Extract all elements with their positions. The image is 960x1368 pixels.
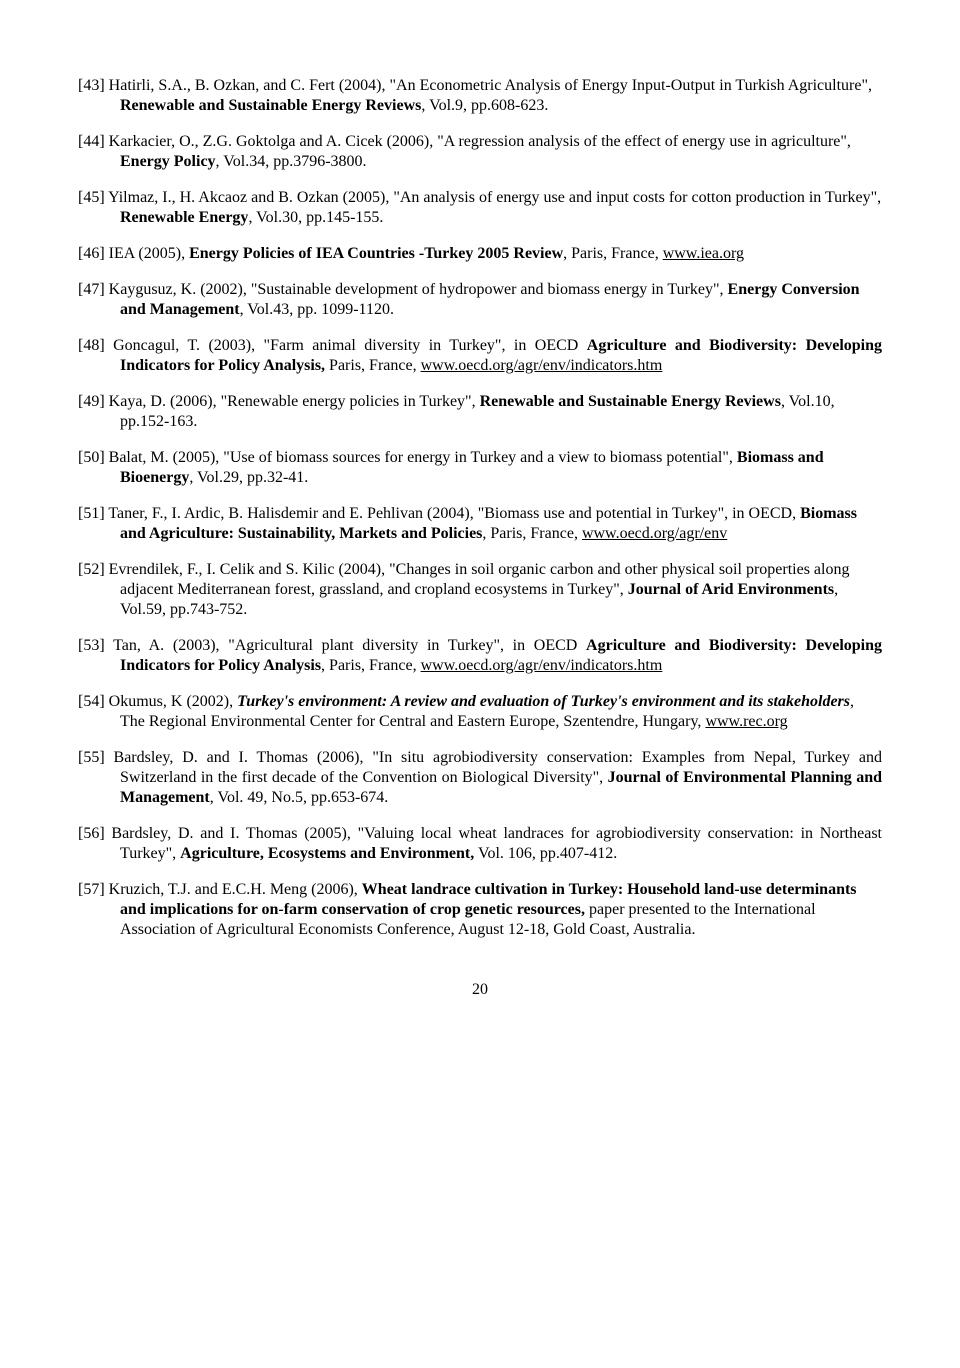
reference-item: [54] Okumus, K (2002), Turkey's environm… xyxy=(78,692,882,732)
reference-number: [44] xyxy=(78,133,109,150)
reference-item: [44] Karkacier, O., Z.G. Goktolga and A.… xyxy=(78,132,882,172)
reference-text: , Vol.34, pp.3796-3800. xyxy=(216,153,367,170)
reference-link[interactable]: www.rec.org xyxy=(705,713,787,730)
reference-item: [56] Bardsley, D. and I. Thomas (2005), … xyxy=(78,824,882,864)
reference-number: [56] xyxy=(78,825,111,842)
reference-text: Agriculture, Ecosystems and Environment, xyxy=(180,845,474,862)
reference-text: Taner, F., I. Ardic, B. Halisdemir and E… xyxy=(108,505,800,522)
reference-number: [51] xyxy=(78,505,108,522)
reference-number: [46] xyxy=(78,245,109,262)
reference-text: Energy Policies of IEA Countries -Turkey… xyxy=(189,245,563,262)
reference-text: Energy Policy xyxy=(120,153,216,170)
reference-item: [48] Goncagul, T. (2003), "Farm animal d… xyxy=(78,336,882,376)
reference-item: [45] Yilmaz, I., H. Akcaoz and B. Ozkan … xyxy=(78,188,882,228)
reference-text: , Paris, France, xyxy=(321,657,421,674)
reference-number: [50] xyxy=(78,449,109,466)
reference-text: Kaygusuz, K. (2002), "Sustainable develo… xyxy=(109,281,728,298)
reference-number: [43] xyxy=(78,77,109,94)
reference-text: Kaya, D. (2006), "Renewable energy polic… xyxy=(109,393,480,410)
reference-text: , Paris, France, xyxy=(482,525,582,542)
reference-number: [57] xyxy=(78,881,109,898)
reference-link[interactable]: www.oecd.org/agr/env/indicators.htm xyxy=(421,657,663,674)
reference-number: [55] xyxy=(78,749,114,766)
reference-text: IEA (2005), xyxy=(109,245,189,262)
reference-text: Hatirli, S.A., B. Ozkan, and C. Fert (20… xyxy=(109,77,872,94)
reference-item: [57] Kruzich, T.J. and E.C.H. Meng (2006… xyxy=(78,880,882,940)
reference-text: Kruzich, T.J. and E.C.H. Meng (2006), xyxy=(109,881,362,898)
reference-number: [53] xyxy=(78,637,113,654)
reference-text: Renewable Energy xyxy=(120,209,248,226)
reference-text: Balat, M. (2005), "Use of biomass source… xyxy=(109,449,737,466)
page-number: 20 xyxy=(78,980,882,1000)
reference-text: , Vol. 49, No.5, pp.653-674. xyxy=(210,789,389,806)
reference-text: , Vol.30, pp.145-155. xyxy=(248,209,383,226)
reference-item: [51] Taner, F., I. Ardic, B. Halisdemir … xyxy=(78,504,882,544)
reference-number: [52] xyxy=(78,561,109,578)
reference-number: [48] xyxy=(78,337,113,354)
reference-text: , Paris, France, xyxy=(563,245,663,262)
reference-item: [46] IEA (2005), Energy Policies of IEA … xyxy=(78,244,882,264)
reference-text: Okumus, K (2002), xyxy=(109,693,237,710)
reference-item: [55] Bardsley, D. and I. Thomas (2006), … xyxy=(78,748,882,808)
reference-text: Journal of Arid Environments xyxy=(628,581,834,598)
reference-link[interactable]: www.oecd.org/agr/env/indicators.htm xyxy=(421,357,663,374)
reference-text: Tan, A. (2003), "Agricultural plant dive… xyxy=(113,637,586,654)
reference-text: Renewable and Sustainable Energy Reviews xyxy=(480,393,781,410)
reference-text: Goncagul, T. (2003), "Farm animal divers… xyxy=(113,337,587,354)
reference-item: [43] Hatirli, S.A., B. Ozkan, and C. Fer… xyxy=(78,76,882,116)
reference-text: Vol. 106, pp.407-412. xyxy=(474,845,617,862)
reference-number: [47] xyxy=(78,281,109,298)
reference-link[interactable]: www.oecd.org/agr/env xyxy=(582,525,727,542)
reference-text: Karkacier, O., Z.G. Goktolga and A. Cice… xyxy=(109,133,851,150)
reference-number: [54] xyxy=(78,693,109,710)
reference-text: , Vol.9, pp.608-623. xyxy=(421,97,548,114)
reference-list: [43] Hatirli, S.A., B. Ozkan, and C. Fer… xyxy=(78,76,882,940)
reference-text: Paris, France, xyxy=(325,357,421,374)
reference-item: [47] Kaygusuz, K. (2002), "Sustainable d… xyxy=(78,280,882,320)
reference-text: Renewable and Sustainable Energy Reviews xyxy=(120,97,421,114)
reference-item: [50] Balat, M. (2005), "Use of biomass s… xyxy=(78,448,882,488)
reference-text: , Vol.43, pp. 1099-1120. xyxy=(240,301,394,318)
reference-link[interactable]: www.iea.org xyxy=(663,245,744,262)
reference-number: [49] xyxy=(78,393,109,410)
reference-item: [53] Tan, A. (2003), "Agricultural plant… xyxy=(78,636,882,676)
reference-text: Turkey's environment: A review and evalu… xyxy=(237,693,850,710)
reference-number: [45] xyxy=(78,189,108,206)
reference-text: , Vol.29, pp.32-41. xyxy=(189,469,308,486)
reference-item: [52] Evrendilek, F., I. Celik and S. Kil… xyxy=(78,560,882,620)
reference-text: Yilmaz, I., H. Akcaoz and B. Ozkan (2005… xyxy=(108,189,881,206)
reference-item: [49] Kaya, D. (2006), "Renewable energy … xyxy=(78,392,882,432)
